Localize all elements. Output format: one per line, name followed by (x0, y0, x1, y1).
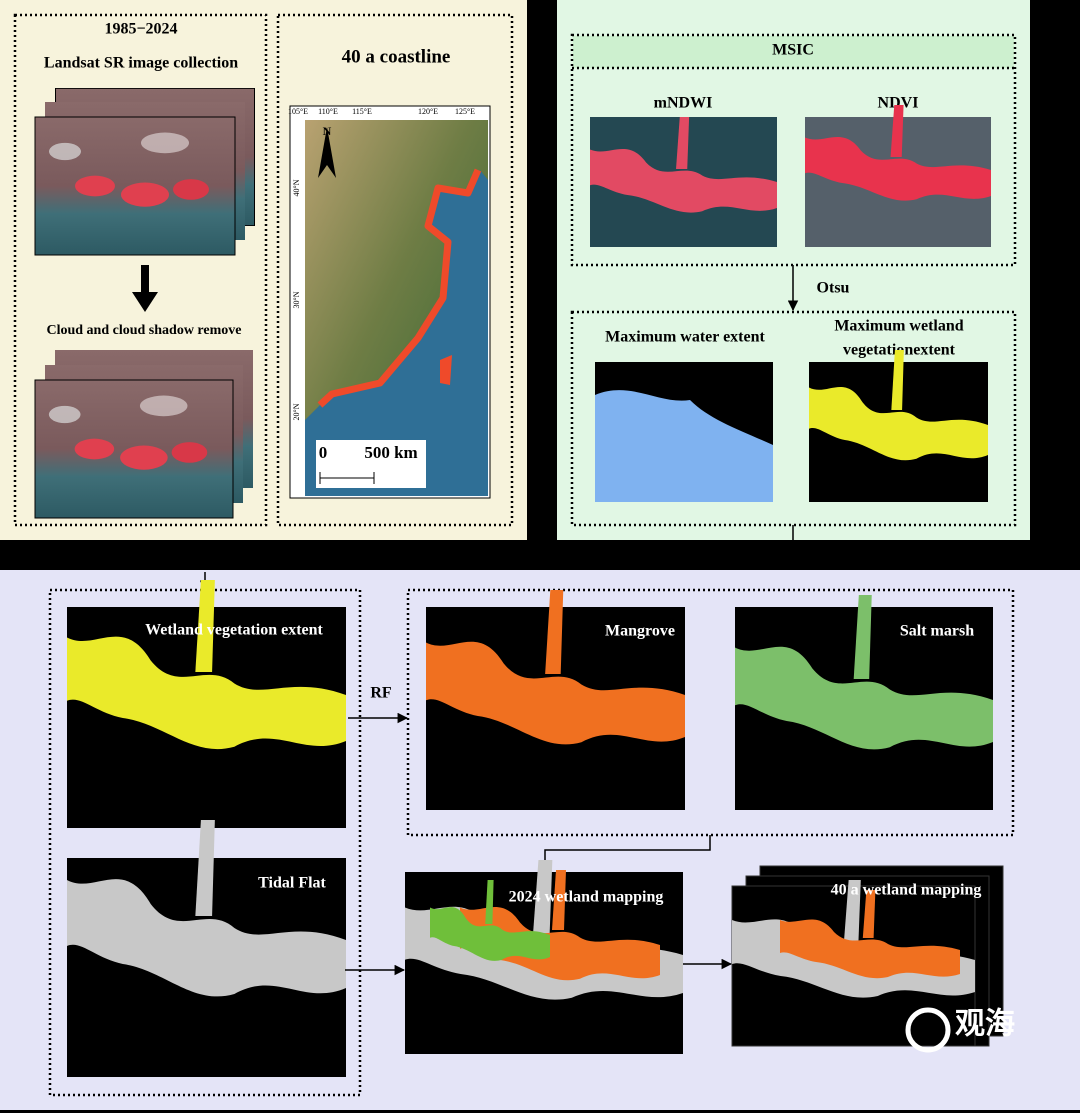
image-label: Mangrove (605, 623, 675, 640)
label: Landsat SR image collection (44, 55, 238, 72)
image-label: Wetland vegetation extent (145, 622, 323, 639)
coastline (317, 168, 482, 408)
lon-label: 125°E (455, 107, 475, 116)
sea (305, 170, 488, 496)
north-label: N (323, 124, 332, 138)
dotted-box (276, 13, 514, 527)
label: 40 a coastline (342, 46, 451, 67)
label: Otsu (817, 280, 850, 297)
label: MSIC (772, 42, 814, 59)
lat-label: 20°N (292, 403, 301, 420)
label: RF (370, 685, 392, 702)
scale-zero: 0 (319, 443, 328, 462)
label: Maximum wetland (834, 318, 963, 335)
lat-label: 40°N (292, 179, 301, 196)
scale-bar (319, 472, 375, 484)
label: Cloud and cloud shadow remove (46, 323, 241, 338)
years: 1985−2024 (104, 21, 177, 38)
watermark-logo (905, 1007, 951, 1053)
lon-label: 110°E (318, 107, 338, 116)
lat-label: 30°N (292, 291, 301, 308)
dotted-box (570, 33, 1017, 267)
label: NDVI (878, 95, 919, 112)
north-arrow (318, 127, 336, 178)
scale-box (316, 440, 426, 488)
image-label: Salt marsh (900, 623, 974, 640)
label: mNDWI (654, 95, 713, 112)
msic-bar (573, 36, 1014, 68)
image-frame (34, 379, 234, 519)
image-label: 2024 wetland mapping (509, 889, 664, 906)
lon-label: 105°E (288, 107, 308, 116)
dotted-box (13, 13, 268, 527)
image-layer (35, 380, 233, 518)
label: Maximum water extent (605, 329, 765, 346)
image-layer (35, 117, 235, 255)
lon-label: 115°E (352, 107, 372, 116)
image-frame (34, 116, 236, 256)
arrow (132, 265, 158, 312)
water-mask (595, 390, 773, 502)
image-label: 40 a wetland mapping (831, 882, 982, 899)
island (440, 355, 452, 385)
lon-label: 120°E (418, 107, 438, 116)
image-label: Tidal Flat (258, 875, 326, 892)
scale-label: 500 km (364, 443, 417, 462)
watermark: 观海 (955, 1007, 1015, 1042)
map-axes: 105°E 110°E 115°E 120°E 125°E 40°N 30°N … (288, 107, 475, 421)
dotted-box (570, 310, 1017, 527)
